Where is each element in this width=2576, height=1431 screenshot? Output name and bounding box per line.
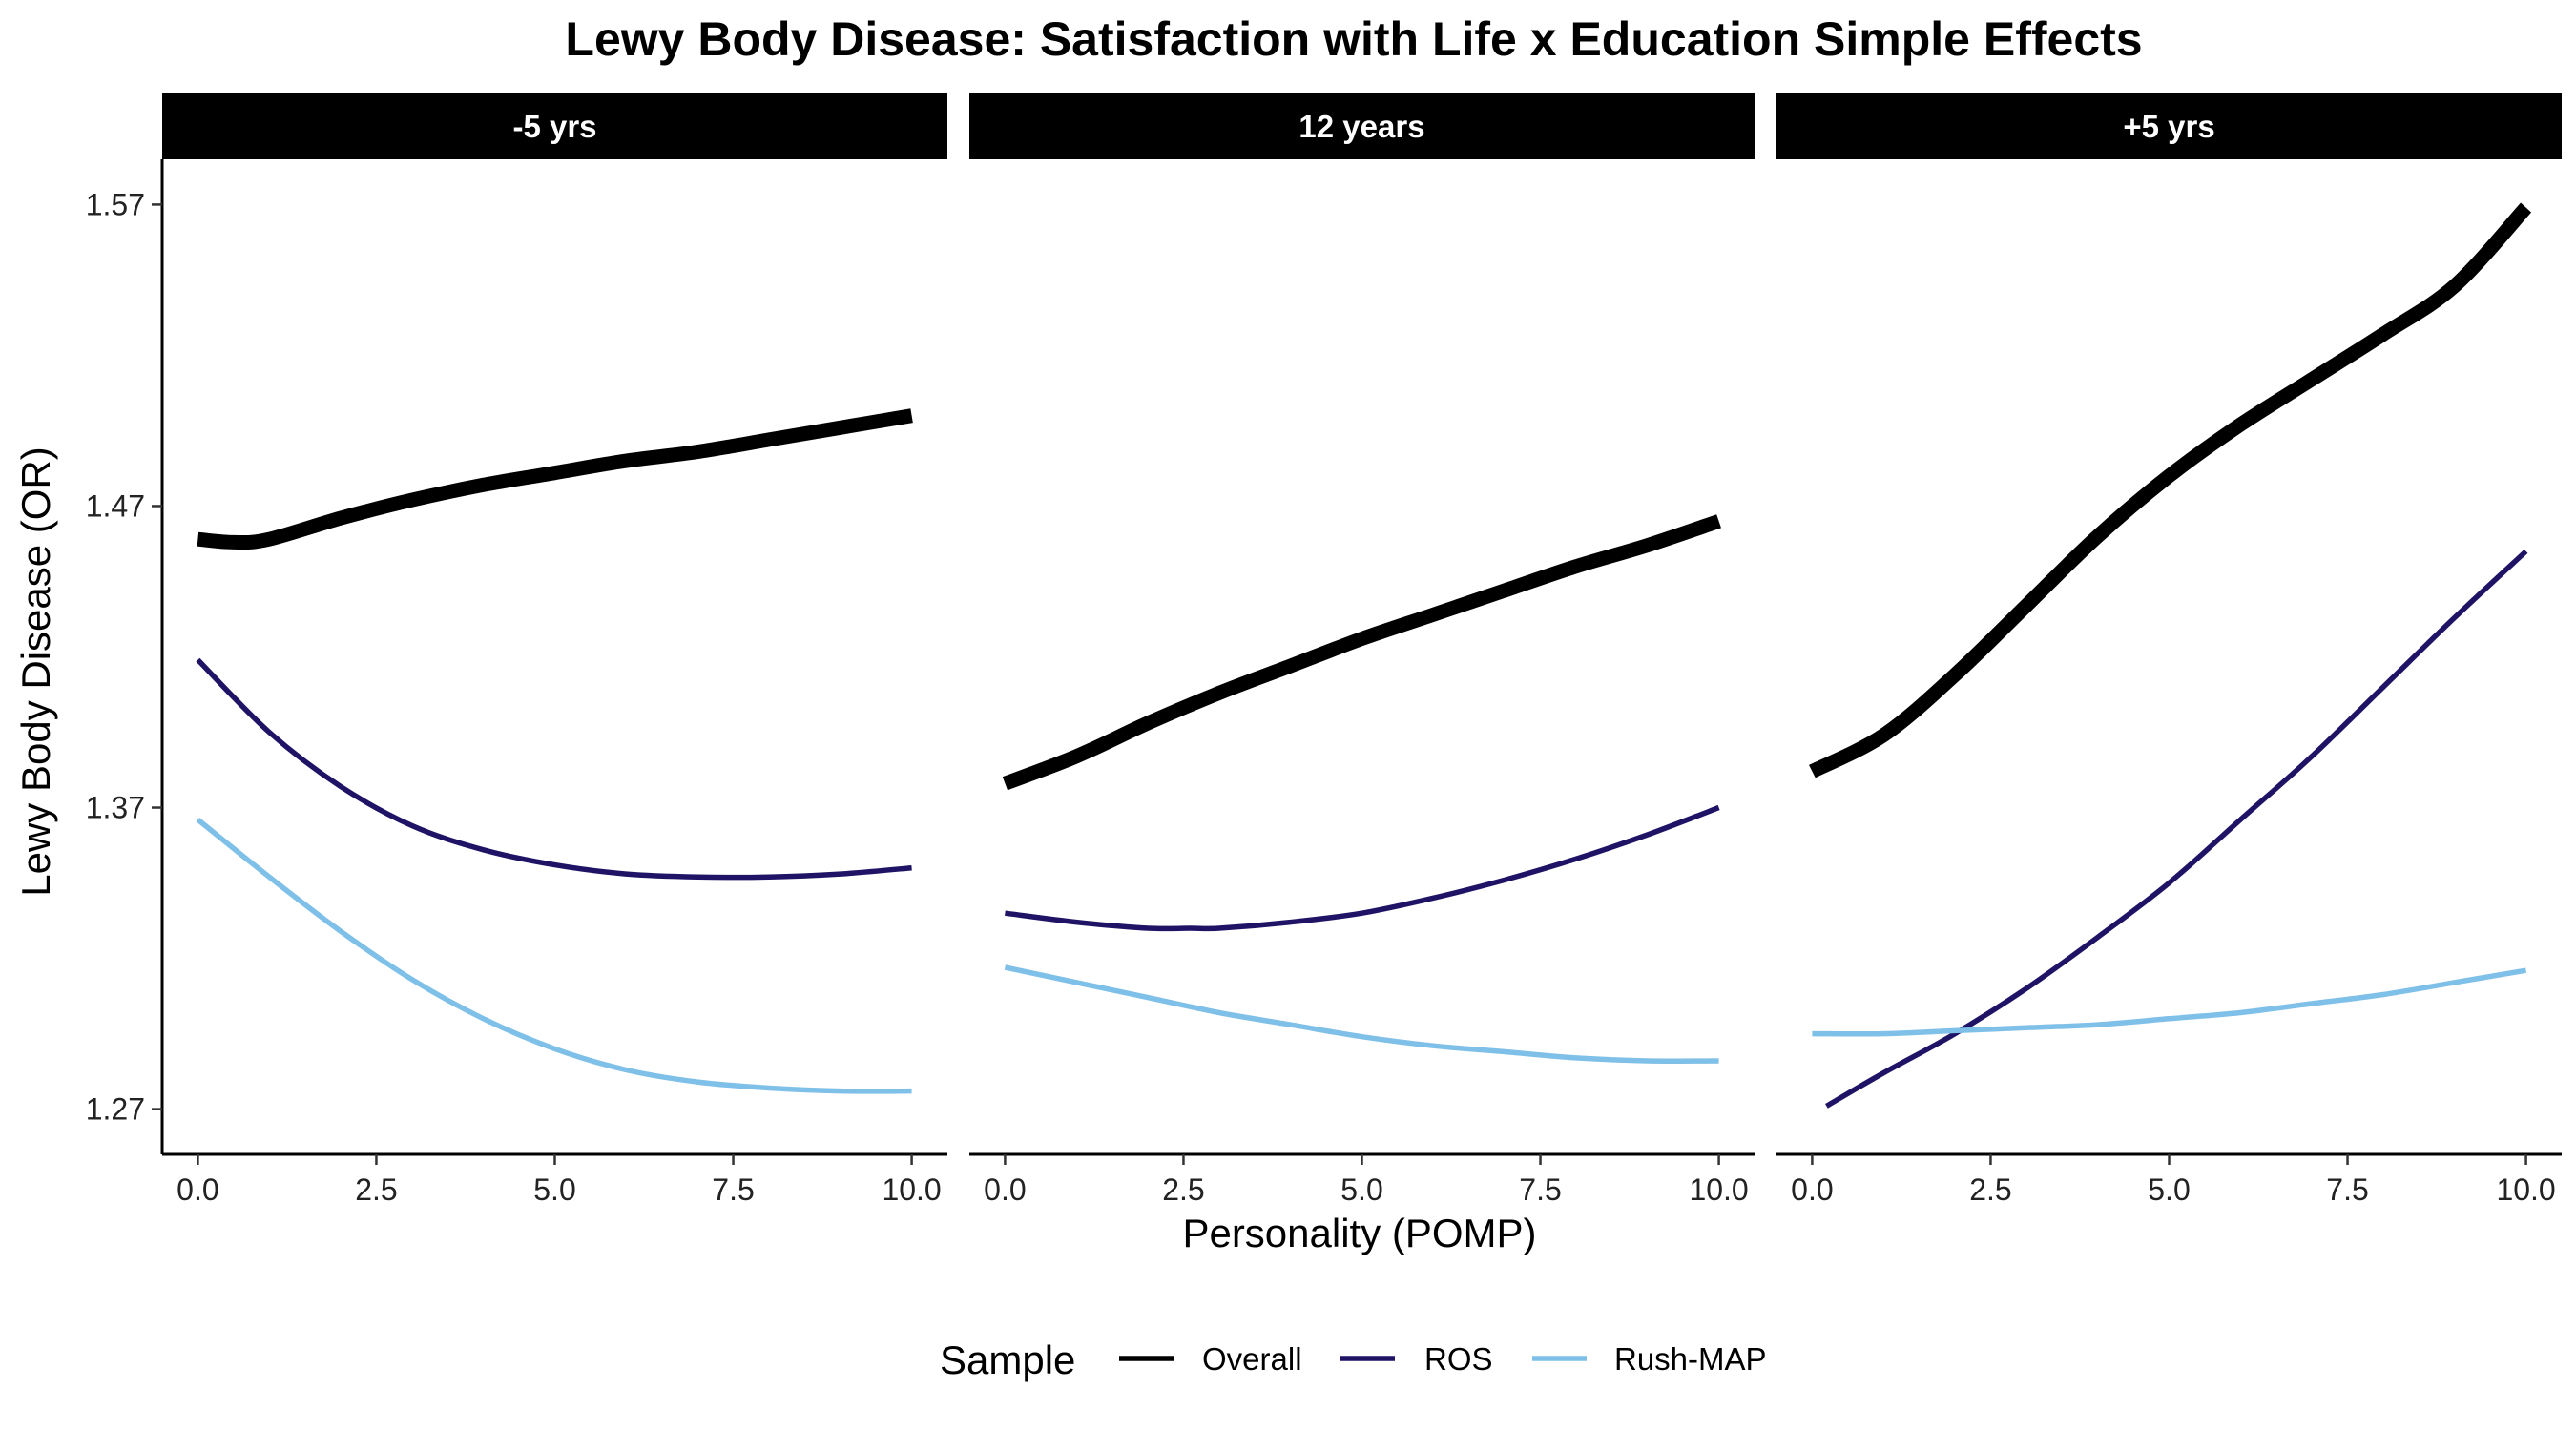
facet-panels: -5 yrs 0.0 2.5 5.0 7.5 10.0 1.27 1.37 1.47 1.57 12… <box>86 93 2562 1207</box>
facet-strip <box>162 93 947 159</box>
legend-label-overall: Overall <box>1202 1341 1302 1377</box>
y-tick-label: 1.27 <box>86 1092 145 1127</box>
x-tick-label: 10.0 <box>882 1172 941 1207</box>
facet-panel-3: +5 yrs 0.0 2.5 5.0 7.5 10.0 <box>1776 93 2562 1207</box>
facet-panel-2: 12 years 0.0 2.5 5.0 7.5 10.0 <box>969 93 1755 1207</box>
legend-label-ros: ROS <box>1424 1341 1493 1377</box>
x-tick-label: 7.5 <box>712 1172 754 1207</box>
facet-strip-label: 12 years <box>1298 109 1424 144</box>
x-axis-title: Personality (POMP) <box>1182 1211 1536 1255</box>
y-tick-label: 1.37 <box>86 791 145 825</box>
series-line-overall <box>1809 202 2532 778</box>
series-line-overall <box>1002 514 1721 791</box>
x-tick-label: 10.0 <box>2496 1172 2555 1207</box>
x-tick-label: 5.0 <box>533 1172 575 1207</box>
x-tick-label: 5.0 <box>1340 1172 1382 1207</box>
y-axis-title: Lewy Body Disease (OR) <box>13 446 58 897</box>
y-tick-label: 1.57 <box>86 187 145 221</box>
facet-panel-1: -5 yrs 0.0 2.5 5.0 7.5 10.0 1.27 1.37 1.47 1.57 <box>86 93 947 1207</box>
series-line-rush-map <box>1004 964 1719 1064</box>
series-line-ros <box>1825 549 2528 1109</box>
facet-strip-label: -5 yrs <box>512 109 596 144</box>
x-tick-label: 7.5 <box>1519 1172 1561 1207</box>
series-line-overall <box>197 408 913 550</box>
x-tick-label: 0.0 <box>984 1172 1026 1207</box>
x-tick-label: 0.0 <box>1791 1172 1833 1207</box>
facet-strip <box>969 93 1755 159</box>
x-tick-label: 0.0 <box>177 1172 218 1207</box>
facet-strip-label: +5 yrs <box>2123 109 2214 144</box>
series-line-ros <box>1005 804 1720 932</box>
chart-title: Lewy Body Disease: Satisfaction with Lif… <box>565 12 2142 66</box>
x-tick-label: 5.0 <box>2148 1172 2190 1207</box>
series-line-rush-map <box>196 818 912 1094</box>
series-line-ros <box>196 657 912 881</box>
x-tick-label: 2.5 <box>355 1172 397 1207</box>
legend: Sample Overall ROS Rush-MAP <box>940 1338 1767 1382</box>
x-tick-label: 2.5 <box>1969 1172 2011 1207</box>
x-tick-label: 7.5 <box>2326 1172 2368 1207</box>
x-tick-label: 10.0 <box>1689 1172 1748 1207</box>
y-tick-label: 1.47 <box>86 488 145 523</box>
facet-strip <box>1776 93 2562 159</box>
series-line-rush-map <box>1812 967 2527 1037</box>
legend-label-rush-map: Rush-MAP <box>1614 1341 1767 1377</box>
x-tick-label: 2.5 <box>1162 1172 1204 1207</box>
legend-title: Sample <box>940 1338 1075 1382</box>
